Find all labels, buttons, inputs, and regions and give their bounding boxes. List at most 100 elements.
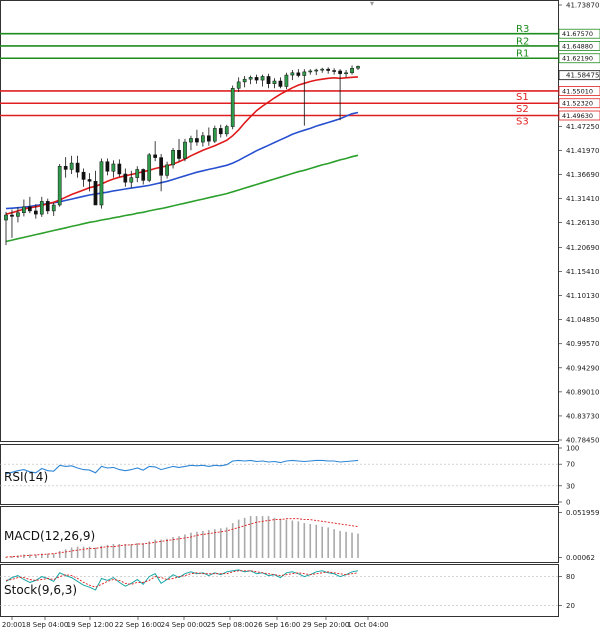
candle-body: [224, 126, 229, 135]
time-tick-label: 19 Sep 12:00: [67, 621, 114, 629]
candle-body: [153, 154, 158, 158]
candle-body: [33, 210, 38, 215]
candle-body: [302, 71, 307, 76]
time-tick-label: 25 Sep 08:00: [207, 621, 254, 629]
candle-body: [314, 69, 319, 72]
price-tick-label: 41.36690: [566, 171, 599, 179]
time-tick-label: 24 Sep 00:00: [161, 621, 208, 629]
candle-body: [201, 135, 205, 143]
candle-body: [69, 162, 74, 170]
candle-body: [111, 163, 116, 172]
level-price-s3: 41.49630: [562, 112, 593, 120]
candle-body: [350, 67, 354, 74]
candle-body: [338, 70, 342, 74]
level-label-s1: S1: [516, 92, 529, 103]
candle-body: [99, 161, 104, 206]
level-price-box-s3: [558, 110, 600, 121]
candle-body: [206, 135, 211, 142]
candle-body: [177, 150, 181, 159]
candle-body: [141, 169, 146, 181]
macd-tick-label: 0.00062: [566, 554, 595, 562]
price-tick-label: 41.73870: [566, 2, 599, 10]
candle-body: [260, 76, 265, 81]
ma-mid-line: [5, 111, 359, 210]
candle-body: [272, 80, 277, 84]
level-price-box-r1: [558, 53, 600, 64]
price-tick-label: 41.31410: [566, 195, 599, 203]
level-price-box-s1: [558, 86, 600, 96]
price-tick-label: 41.41970: [566, 147, 599, 155]
candle-body: [57, 165, 62, 206]
candle-body: [45, 201, 50, 212]
level-price-r2: 41.64880: [562, 42, 593, 50]
rsi-tick-label: 70: [566, 461, 575, 469]
price-tick-label: 40.89010: [566, 388, 599, 396]
rsi-tick-label: 100: [566, 445, 579, 453]
candle-body: [320, 68, 325, 71]
level-label-r3: R3: [516, 24, 529, 35]
rsi-tick-label: 0: [566, 499, 570, 507]
stoch-tick-label: 80: [566, 573, 575, 581]
price-tick-label: 40.83730: [566, 412, 599, 420]
price-tick-label: 40.78450: [566, 437, 599, 445]
level-price-box-r3: [558, 28, 600, 39]
price-panel: R3 41.67570 R2 41.64880 R1 41.62190 S1 41.55010…: [0, 0, 600, 445]
level-price-r1: 41.62190: [562, 55, 593, 63]
rsi-tick-label: 30: [566, 482, 575, 490]
candle-body: [129, 177, 134, 183]
stoch-tick-label: 20: [566, 602, 575, 610]
candle-body: [332, 70, 336, 72]
level-price-box-r2: [558, 41, 600, 51]
stoch-d-line: [5, 570, 359, 588]
price-tick-label: 41.58475: [566, 72, 599, 80]
candle-body: [105, 161, 110, 172]
candle-body: [195, 138, 199, 143]
candlesticks: [4, 65, 360, 246]
time-tick-label: 26 Sep 16:00: [254, 621, 301, 629]
level-label-s3: S3: [516, 117, 529, 128]
candle-body: [123, 173, 128, 183]
price-tick-label: 41.26130: [566, 219, 599, 227]
rsi-line: [5, 459, 359, 475]
candle-body: [4, 214, 8, 221]
price-tick-label: 40.94290: [566, 364, 599, 372]
candle-body: [326, 68, 331, 71]
ma-slow-line: [5, 154, 359, 243]
candle-body: [218, 128, 223, 135]
candle-body: [10, 214, 14, 217]
rsi-panel: 100 70 30 0 RSI(14): [0, 444, 579, 507]
price-tick-label: 41.20690: [566, 244, 599, 252]
candle-body: [308, 70, 313, 73]
candle-body: [135, 169, 140, 178]
candle-body: [165, 164, 169, 176]
current-price-box: [558, 70, 600, 81]
candle-body: [189, 138, 193, 143]
candle-body: [242, 78, 247, 83]
candle-body: [81, 171, 86, 180]
moving-averages: [5, 76, 359, 243]
price-tick-label: 41.15410: [566, 268, 599, 276]
candle-body: [93, 181, 98, 206]
stoch-label: Stock(9,6,3): [4, 583, 77, 597]
candle-body: [63, 165, 68, 170]
level-label-r1: R1: [516, 49, 529, 60]
candle-body: [22, 206, 26, 213]
level-price-box-s2: [558, 98, 600, 109]
level-price-r3: 41.67570: [562, 30, 593, 38]
candle-body: [51, 204, 56, 212]
level-label-r2: R2: [516, 36, 529, 47]
macd-label: MACD(12,26,9): [4, 529, 95, 543]
candle-body: [28, 206, 32, 212]
price-panel-frame: [0, 0, 559, 442]
candle-body: [87, 179, 92, 182]
stoch-panel-frame: [0, 564, 559, 617]
candle-body: [147, 154, 152, 181]
level-price-s1: 41.55010: [562, 87, 593, 95]
time-tick-label: 22 Sep 16:00: [115, 621, 162, 629]
candle-body: [75, 162, 80, 173]
candle-body: [236, 81, 241, 89]
rsi-label: RSI(14): [4, 470, 48, 484]
price-tick-label: 41.04850: [566, 316, 599, 324]
